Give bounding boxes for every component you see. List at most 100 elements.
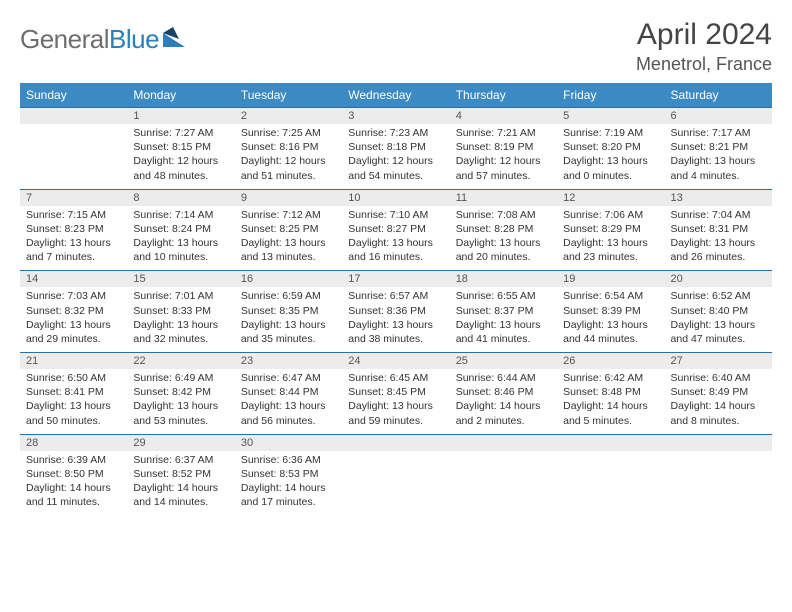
month-title: April 2024 — [636, 18, 772, 52]
day-line-d1: Daylight: 14 hours — [456, 399, 551, 413]
day-line-d1: Daylight: 14 hours — [671, 399, 766, 413]
day-line-ss: Sunset: 8:25 PM — [241, 222, 336, 236]
dow-saturday: Saturday — [665, 83, 772, 108]
day-body-cell: Sunrise: 7:19 AMSunset: 8:20 PMDaylight:… — [557, 124, 664, 189]
day-line-d2: and 2 minutes. — [456, 414, 551, 428]
day-line-ss: Sunset: 8:20 PM — [563, 140, 658, 154]
day-line-d2: and 16 minutes. — [348, 250, 443, 264]
day-body-cell: Sunrise: 7:21 AMSunset: 8:19 PMDaylight:… — [450, 124, 557, 189]
day-line-d1: Daylight: 13 hours — [26, 318, 121, 332]
day-line-d2: and 57 minutes. — [456, 169, 551, 183]
day-line-d1: Daylight: 12 hours — [348, 154, 443, 168]
day-body-cell — [450, 451, 557, 516]
day-line-sr: Sunrise: 6:42 AM — [563, 371, 658, 385]
page-header: General Blue April 2024 Menetrol, France — [20, 18, 772, 75]
day-line-sr: Sunrise: 6:37 AM — [133, 453, 228, 467]
day-line-ss: Sunset: 8:44 PM — [241, 385, 336, 399]
day-line-d1: Daylight: 13 hours — [671, 236, 766, 250]
title-block: April 2024 Menetrol, France — [636, 18, 772, 75]
day-body-cell: Sunrise: 6:42 AMSunset: 8:48 PMDaylight:… — [557, 369, 664, 434]
day-body-cell: Sunrise: 7:04 AMSunset: 8:31 PMDaylight:… — [665, 206, 772, 271]
day-number-cell: 27 — [665, 353, 772, 370]
day-number-cell — [342, 434, 449, 451]
day-line-ss: Sunset: 8:21 PM — [671, 140, 766, 154]
day-body-cell: Sunrise: 7:15 AMSunset: 8:23 PMDaylight:… — [20, 206, 127, 271]
day-line-d1: Daylight: 13 hours — [241, 236, 336, 250]
day-line-d1: Daylight: 13 hours — [456, 318, 551, 332]
day-line-d2: and 35 minutes. — [241, 332, 336, 346]
day-line-ss: Sunset: 8:48 PM — [563, 385, 658, 399]
day-number-cell: 21 — [20, 353, 127, 370]
day-line-d1: Daylight: 13 hours — [133, 236, 228, 250]
day-line-sr: Sunrise: 6:49 AM — [133, 371, 228, 385]
day-line-d2: and 26 minutes. — [671, 250, 766, 264]
day-line-sr: Sunrise: 7:15 AM — [26, 208, 121, 222]
day-line-d2: and 32 minutes. — [133, 332, 228, 346]
day-line-sr: Sunrise: 7:19 AM — [563, 126, 658, 140]
day-number-cell: 1 — [127, 108, 234, 125]
day-line-sr: Sunrise: 7:06 AM — [563, 208, 658, 222]
day-body-cell: Sunrise: 7:27 AMSunset: 8:15 PMDaylight:… — [127, 124, 234, 189]
day-body-cell: Sunrise: 7:14 AMSunset: 8:24 PMDaylight:… — [127, 206, 234, 271]
day-number-cell — [557, 434, 664, 451]
day-line-d1: Daylight: 14 hours — [563, 399, 658, 413]
day-body-cell: Sunrise: 6:39 AMSunset: 8:50 PMDaylight:… — [20, 451, 127, 516]
week-daynum-row: 21222324252627 — [20, 353, 772, 370]
week-body-row: Sunrise: 6:39 AMSunset: 8:50 PMDaylight:… — [20, 451, 772, 516]
day-line-sr: Sunrise: 7:23 AM — [348, 126, 443, 140]
day-body-cell: Sunrise: 6:52 AMSunset: 8:40 PMDaylight:… — [665, 287, 772, 352]
day-line-d2: and 44 minutes. — [563, 332, 658, 346]
day-line-d1: Daylight: 13 hours — [348, 399, 443, 413]
day-number-cell: 26 — [557, 353, 664, 370]
day-body-cell: Sunrise: 6:59 AMSunset: 8:35 PMDaylight:… — [235, 287, 342, 352]
day-line-ss: Sunset: 8:53 PM — [241, 467, 336, 481]
day-line-ss: Sunset: 8:42 PM — [133, 385, 228, 399]
day-line-d2: and 5 minutes. — [563, 414, 658, 428]
day-line-d1: Daylight: 13 hours — [133, 318, 228, 332]
day-body-cell — [557, 451, 664, 516]
day-line-d1: Daylight: 13 hours — [671, 154, 766, 168]
day-line-sr: Sunrise: 7:04 AM — [671, 208, 766, 222]
day-line-sr: Sunrise: 7:14 AM — [133, 208, 228, 222]
day-number-cell: 29 — [127, 434, 234, 451]
day-line-d2: and 17 minutes. — [241, 495, 336, 509]
day-line-d1: Daylight: 12 hours — [241, 154, 336, 168]
day-number-cell: 6 — [665, 108, 772, 125]
day-number-cell: 18 — [450, 271, 557, 288]
day-body-cell: Sunrise: 6:45 AMSunset: 8:45 PMDaylight:… — [342, 369, 449, 434]
logo-mark-icon — [163, 27, 185, 52]
day-line-d2: and 56 minutes. — [241, 414, 336, 428]
day-line-d1: Daylight: 14 hours — [26, 481, 121, 495]
day-number-cell: 8 — [127, 189, 234, 206]
day-line-d2: and 29 minutes. — [26, 332, 121, 346]
day-number-cell: 9 — [235, 189, 342, 206]
day-line-d1: Daylight: 13 hours — [348, 318, 443, 332]
day-line-d2: and 51 minutes. — [241, 169, 336, 183]
day-line-ss: Sunset: 8:37 PM — [456, 304, 551, 318]
day-line-ss: Sunset: 8:41 PM — [26, 385, 121, 399]
day-line-ss: Sunset: 8:49 PM — [671, 385, 766, 399]
day-number-cell: 5 — [557, 108, 664, 125]
day-line-d2: and 59 minutes. — [348, 414, 443, 428]
calendar-table: Sunday Monday Tuesday Wednesday Thursday… — [20, 83, 772, 515]
day-line-d2: and 53 minutes. — [133, 414, 228, 428]
week-daynum-row: 282930 — [20, 434, 772, 451]
day-line-ss: Sunset: 8:35 PM — [241, 304, 336, 318]
week-body-row: Sunrise: 7:03 AMSunset: 8:32 PMDaylight:… — [20, 287, 772, 352]
day-body-cell — [665, 451, 772, 516]
day-number-cell: 20 — [665, 271, 772, 288]
day-body-cell: Sunrise: 6:37 AMSunset: 8:52 PMDaylight:… — [127, 451, 234, 516]
day-line-ss: Sunset: 8:31 PM — [671, 222, 766, 236]
location-subtitle: Menetrol, France — [636, 54, 772, 75]
day-body-cell: Sunrise: 7:06 AMSunset: 8:29 PMDaylight:… — [557, 206, 664, 271]
day-line-sr: Sunrise: 6:57 AM — [348, 289, 443, 303]
dow-wednesday: Wednesday — [342, 83, 449, 108]
day-line-d1: Daylight: 13 hours — [671, 318, 766, 332]
day-number-cell: 11 — [450, 189, 557, 206]
dow-friday: Friday — [557, 83, 664, 108]
day-line-ss: Sunset: 8:27 PM — [348, 222, 443, 236]
day-line-ss: Sunset: 8:23 PM — [26, 222, 121, 236]
day-number-cell: 2 — [235, 108, 342, 125]
logo-text-1: General — [20, 24, 109, 55]
day-line-ss: Sunset: 8:36 PM — [348, 304, 443, 318]
